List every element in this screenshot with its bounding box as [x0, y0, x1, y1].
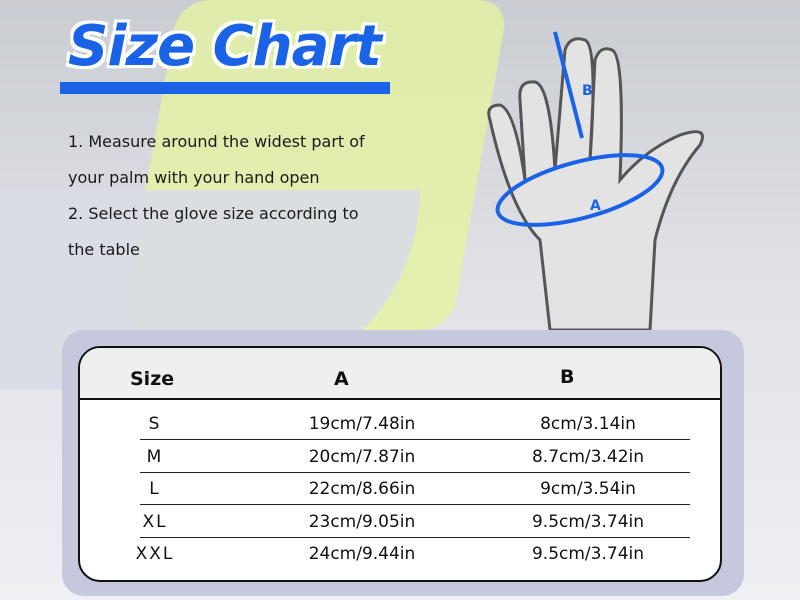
size-table: Size A B S 19cm/7.48in 8cm/3.14in M 20cm/7.8… [78, 346, 722, 582]
header-size: Size [130, 368, 175, 390]
size-cell: M [146, 446, 164, 467]
a-cell: 20cm/7.87in [308, 446, 416, 467]
b-cell: 9.5cm/3.74in [531, 511, 645, 532]
b-cell: 9cm/3.54in [540, 479, 636, 499]
b-cell: 8.7cm/3.42in [531, 446, 645, 467]
size-cell: L [149, 479, 161, 499]
size-cell: XL [142, 511, 168, 532]
a-cell: 19cm/7.48in [308, 414, 416, 434]
a-cell: 23cm/9.05in [308, 511, 416, 532]
table-row: XXL 24cm/9.44in 9.5cm/3.74in [136, 538, 690, 570]
b-cell: 9.5cm/3.74in [531, 544, 645, 564]
table-row: S 19cm/7.48in 8cm/3.14in [140, 408, 690, 440]
measure-b-label: B [582, 83, 593, 99]
hand-measurement-illustration: B A [487, 31, 704, 332]
instruction-2: 2. Select the glove size according to th… [68, 204, 359, 259]
header-b: B [560, 366, 575, 388]
table-header: Size A B [80, 348, 720, 400]
table-row: L 22cm/8.66in 9cm/3.54in [140, 473, 690, 505]
b-cell: 8cm/3.14in [540, 414, 636, 434]
table-row: XL 23cm/9.05in 9.5cm/3.74in [140, 506, 690, 538]
instructions: 1. Measure around the widest part of you… [68, 124, 368, 268]
page-title: Size Chart [68, 14, 382, 79]
title-underline [60, 82, 390, 94]
measure-a-loop [495, 153, 665, 227]
table-row: M 20cm/7.87in 8.7cm/3.42in [140, 441, 690, 473]
a-cell: 24cm/9.44in [308, 544, 416, 564]
instruction-1: 1. Measure around the widest part of you… [68, 132, 365, 187]
measure-a-label: A [590, 198, 601, 214]
header-a: A [334, 368, 349, 390]
size-cell: XXL [135, 544, 175, 564]
size-cell: S [148, 414, 162, 434]
measure-b-line [553, 31, 584, 139]
a-cell: 22cm/8.66in [308, 479, 416, 499]
